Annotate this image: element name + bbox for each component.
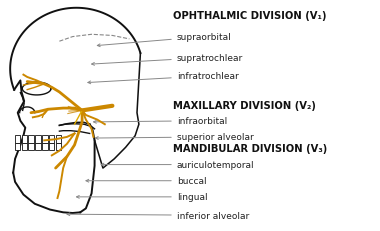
Text: auriculotemporal: auriculotemporal (101, 160, 254, 169)
Text: infraorbital: infraorbital (93, 117, 227, 126)
Bar (28, 135, 34, 143)
Bar (28, 143, 34, 150)
Text: MANDIBULAR DIVISION (V₃): MANDIBULAR DIVISION (V₃) (173, 144, 327, 154)
Text: MAXILLARY DIVISION (V₂): MAXILLARY DIVISION (V₂) (173, 100, 316, 110)
Text: supratrochlear: supratrochlear (92, 54, 243, 66)
Text: buccal: buccal (86, 176, 206, 185)
Bar (35, 143, 41, 150)
Text: superior alveolar: superior alveolar (95, 133, 253, 142)
Text: lingual: lingual (76, 192, 207, 201)
Bar (49, 135, 54, 143)
Bar (22, 135, 27, 143)
Bar (55, 143, 61, 150)
Bar (42, 143, 48, 150)
Bar (22, 143, 27, 150)
Bar (42, 135, 48, 143)
Bar (55, 135, 61, 143)
Bar (35, 135, 41, 143)
Bar (15, 143, 21, 150)
Bar (15, 135, 21, 143)
Text: infratrochlear: infratrochlear (88, 72, 239, 84)
Bar (49, 143, 54, 150)
Text: supraorbital: supraorbital (97, 33, 231, 47)
Text: OPHTHALMIC DIVISION (V₁): OPHTHALMIC DIVISION (V₁) (173, 11, 326, 21)
Text: inferior alveolar: inferior alveolar (67, 211, 249, 220)
